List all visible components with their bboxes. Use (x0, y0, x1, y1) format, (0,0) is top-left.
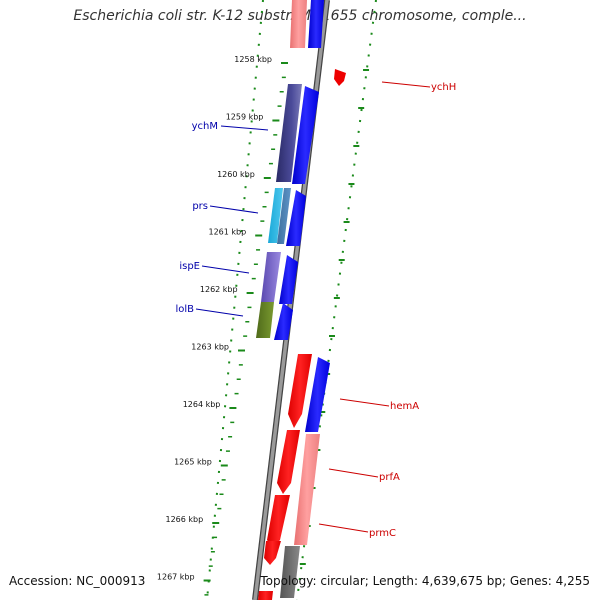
outer-border-left (206, 0, 264, 600)
lolB-arrow (274, 303, 293, 340)
ispE-leader (201, 265, 250, 274)
ychM-arrow (292, 86, 319, 184)
ychM-gene-block (276, 84, 302, 182)
prs-arrow (286, 190, 306, 246)
tick-labels: 1258 kbp 1259 kbp 1260 kbp 1261 kbp 1262 kbp… (157, 55, 272, 582)
tick-label-1263: 1263 kbp (191, 343, 229, 352)
ispE-gene-block (261, 252, 281, 302)
prs-gene-block (268, 188, 283, 243)
tick-label-1267: 1267 kbp (157, 573, 195, 582)
prs-neighbor-block (277, 188, 291, 244)
tick-label-1258: 1258 kbp (234, 55, 272, 64)
tick-label-1261: 1261 kbp (208, 228, 246, 237)
lolB-leader (195, 308, 244, 317)
tick-label-1265: 1265 kbp (174, 458, 212, 467)
ispE-label: ispE (179, 261, 200, 272)
ychH-feature (334, 69, 346, 86)
lolB-gene-block (256, 302, 274, 338)
top-pink-fragment (290, 0, 307, 48)
hemA-arrow (288, 354, 312, 428)
tick-label-1266: 1266 kbp (165, 515, 203, 524)
tick-label-1259: 1259 kbp (226, 113, 264, 122)
bottom-red-fragment (258, 591, 273, 600)
tick-label-1262: 1262 kbp (200, 285, 238, 294)
prmC-red-arrow-2 (264, 541, 281, 565)
lolB-label: lolB (175, 304, 194, 315)
ychH-leader (381, 81, 431, 88)
tick-marks (203, 62, 370, 596)
gene-labels-right: ychH hemA prfA prmC (369, 82, 456, 539)
ychM-leader (220, 125, 269, 131)
hemA-blue-neighbor (305, 357, 330, 432)
prmC-leader (318, 523, 369, 533)
leader-lines (195, 81, 431, 533)
prfA-gene-block (294, 434, 320, 545)
hemA-leader (339, 398, 390, 407)
prs-label: prs (192, 201, 208, 212)
ispE-arrow (279, 255, 298, 304)
prfA-label: prfA (379, 472, 400, 483)
topology-summary: Topology: circular; Length: 4,639,675 bp… (260, 574, 590, 588)
accession-text: Accession: NC_000913 (9, 574, 146, 588)
prfA-leader (328, 468, 379, 478)
prmC-grey-block (280, 546, 300, 598)
gene-labels-left: ychM prs ispE lolB (175, 121, 218, 315)
tick-label-1260: 1260 kbp (217, 170, 255, 179)
top-blue-fragment (308, 0, 324, 48)
tick-label-1264: 1264 kbp (183, 400, 221, 409)
prmC-red-arrow (267, 495, 290, 548)
prs-leader (209, 205, 259, 214)
hemA-label: hemA (390, 401, 419, 412)
ychM-label: ychM (192, 121, 218, 132)
ychH-label: ychH (431, 82, 456, 93)
prmC-label: prmC (369, 528, 396, 539)
outer-border-right (296, 0, 377, 600)
prfA-red-block (277, 430, 300, 494)
